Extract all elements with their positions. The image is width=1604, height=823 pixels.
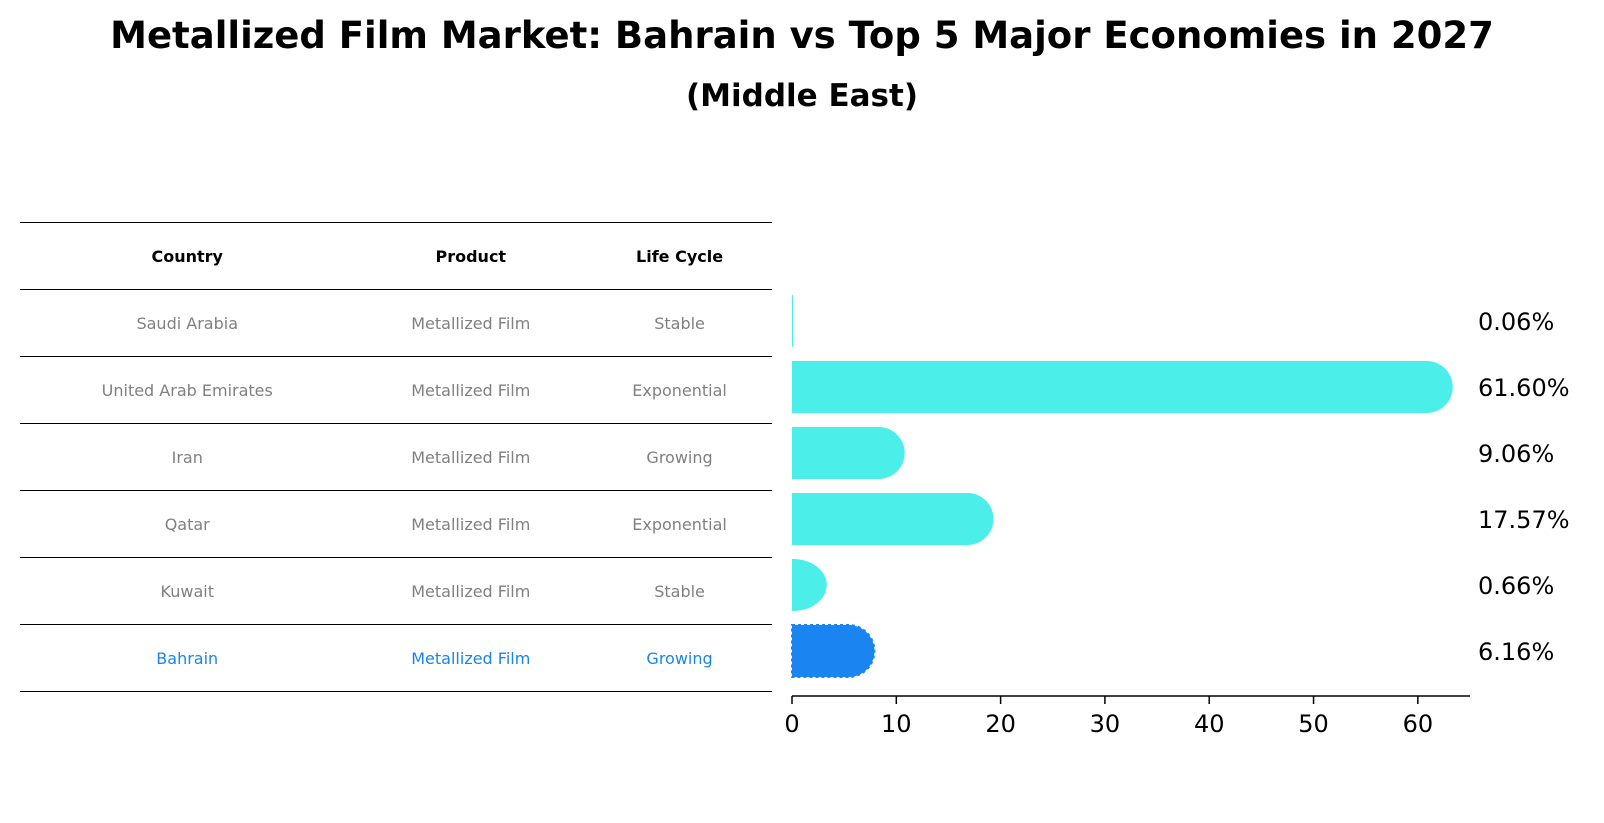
- x-tick-label: 0: [784, 710, 799, 738]
- table-row: Saudi Arabia Metallized Film Stable: [20, 289, 772, 357]
- cell-country: Kuwait: [20, 557, 355, 625]
- cell-product: Metallized Film: [354, 423, 588, 491]
- value-label: 6.16%: [1478, 638, 1554, 666]
- cell-country: Saudi Arabia: [20, 289, 355, 357]
- x-tick-label: 30: [1090, 710, 1121, 738]
- value-label: 61.60%: [1478, 374, 1570, 402]
- table-row: Qatar Metallized Film Exponential: [20, 490, 772, 558]
- cell-product: Metallized Film: [354, 557, 588, 625]
- header-country: Country: [20, 222, 355, 290]
- cell-country: United Arab Emirates: [20, 356, 355, 424]
- value-label: 9.06%: [1478, 440, 1554, 468]
- value-label: 17.57%: [1478, 506, 1570, 534]
- cell-product: Metallized Film: [354, 624, 588, 692]
- bar: [792, 493, 994, 545]
- cell-life-cycle: Exponential: [587, 356, 772, 424]
- table-row: United Arab Emirates Metallized Film Exp…: [20, 356, 772, 424]
- cell-life-cycle: Growing: [587, 423, 772, 491]
- cell-life-cycle: Growing: [587, 624, 772, 692]
- cell-country: Qatar: [20, 490, 355, 558]
- cell-product: Metallized Film: [354, 356, 588, 424]
- country-table: Country Product Life Cycle Saudi Arabia …: [20, 222, 772, 692]
- bar: [792, 559, 827, 611]
- table-header-row: Country Product Life Cycle: [20, 222, 772, 290]
- table-row: Iran Metallized Film Growing: [20, 423, 772, 491]
- value-label: 0.06%: [1478, 308, 1554, 336]
- cell-product: Metallized Film: [354, 289, 588, 357]
- x-tick-label: 20: [985, 710, 1016, 738]
- cell-product: Metallized Film: [354, 490, 588, 558]
- cell-life-cycle: Stable: [587, 289, 772, 357]
- value-label: 0.66%: [1478, 572, 1554, 600]
- chart-title: Metallized Film Market: Bahrain vs Top 5…: [110, 14, 1494, 57]
- x-tick-label: 50: [1298, 710, 1329, 738]
- cell-country: Iran: [20, 423, 355, 491]
- x-tick-label: 40: [1194, 710, 1225, 738]
- x-tick-label: 10: [881, 710, 912, 738]
- header-life-cycle: Life Cycle: [587, 222, 772, 290]
- x-tick-label: 60: [1403, 710, 1434, 738]
- cell-life-cycle: Exponential: [587, 490, 772, 558]
- cell-country: Bahrain: [20, 624, 355, 692]
- cell-life-cycle: Stable: [587, 557, 772, 625]
- bar: [792, 427, 905, 479]
- table-row-highlight: Bahrain Metallized Film Growing: [20, 624, 772, 692]
- table-row: Kuwait Metallized Film Stable: [20, 557, 772, 625]
- header-product: Product: [354, 222, 588, 290]
- bar: [791, 361, 1453, 413]
- bar-highlight: [791, 624, 876, 678]
- bar: [792, 295, 793, 347]
- chart-subtitle: (Middle East): [685, 78, 918, 114]
